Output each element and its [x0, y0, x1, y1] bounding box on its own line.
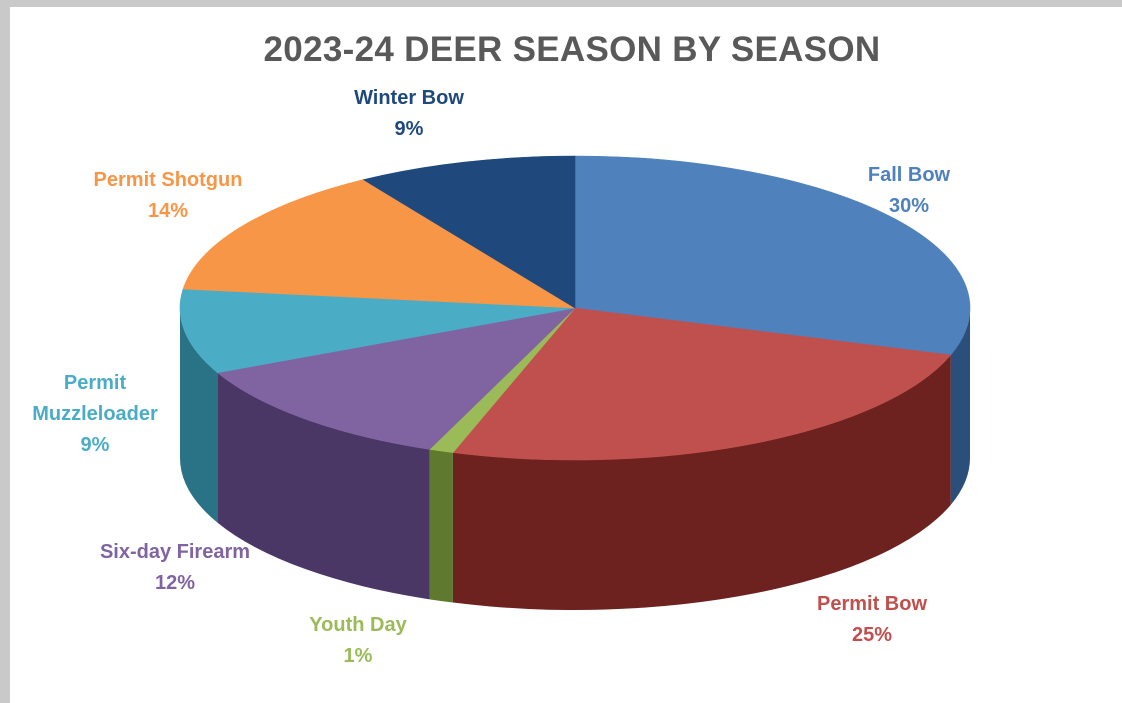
slice-label-line: Permit Bow	[817, 593, 927, 615]
slice-side-permit-bow	[452, 354, 951, 611]
slice-side-youth-day	[429, 449, 453, 603]
slice-side-permit-muzzleloader	[180, 308, 218, 523]
slice-label-line: Permit	[64, 372, 127, 394]
slice-label-line: 12%	[155, 572, 195, 594]
slice-label-line: Permit Shotgun	[94, 169, 243, 191]
pie-sides	[180, 308, 970, 611]
slice-label-line: Youth Day	[309, 614, 407, 636]
slice-label-line: 30%	[889, 195, 929, 217]
pie-slices	[179, 155, 971, 461]
slice-label-line: Muzzleloader	[32, 403, 158, 425]
chart-title: 2023-24 DEER SEASON BY SEASON	[263, 30, 881, 69]
slice-label-permit-bow: Permit Bow 25%	[817, 593, 927, 646]
slice-fall-bow	[574, 155, 971, 356]
slice-label-permit-muzzleloader: Permit Muzzleloader 9%	[32, 372, 158, 456]
slice-label-six-day-firearm: Six-day Firearm 12%	[100, 541, 250, 594]
slice-label-fall-bow: Fall Bow 30%	[868, 164, 951, 217]
slice-side-fall-bow	[950, 308, 970, 505]
slice-label-youth-day: Youth Day 1%	[309, 614, 407, 667]
slice-label-line: Winter Bow	[354, 87, 464, 109]
slice-permit-shotgun	[182, 179, 576, 309]
slice-permit-bow	[452, 307, 952, 461]
slice-label-permit-shotgun: Permit Shotgun 14%	[94, 169, 243, 222]
slice-side-six-day-firearm	[217, 372, 430, 600]
slice-label-line: 9%	[395, 118, 424, 140]
slice-label-line: 1%	[344, 645, 373, 667]
slice-label-line: 25%	[852, 624, 892, 646]
slice-label-line: 14%	[148, 200, 188, 222]
slice-winter-bow	[362, 155, 576, 309]
slice-permit-muzzleloader	[179, 288, 576, 374]
slice-label-line: Fall Bow	[868, 164, 951, 186]
slice-six-day-firearm	[216, 307, 576, 450]
slice-label-line: Six-day Firearm	[100, 541, 250, 563]
slice-labels: Fall Bow 30% Permit Bow 25% Youth Day 1% Six-d…	[32, 87, 950, 667]
slice-label-winter-bow: Winter Bow 9%	[354, 87, 464, 140]
slice-label-line: 9%	[81, 434, 110, 456]
